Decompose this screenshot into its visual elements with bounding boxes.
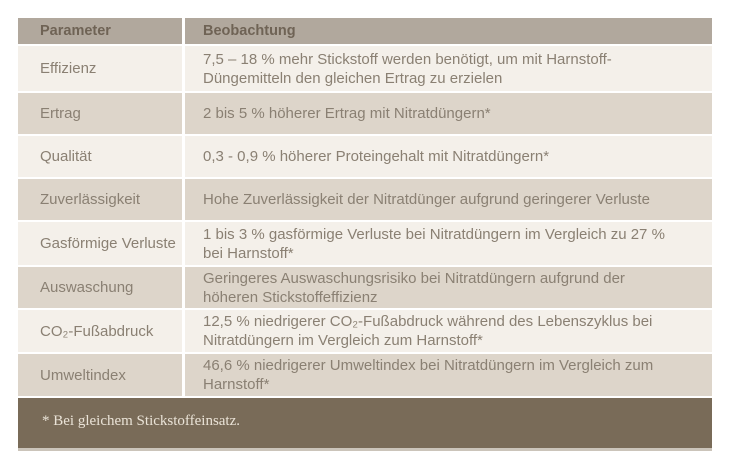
table-row: Umweltindex 46,6 % niedrigerer Umweltind…	[18, 354, 712, 396]
header-parameter-label: Parameter	[40, 23, 111, 39]
footnote-text: * Bei gleichem Stickstoffeinsatz.	[42, 412, 241, 429]
observation-cell: 12,5 % niedrigerer CO₂-Fußabdruck währen…	[185, 310, 712, 352]
table-row: Auswaschung Geringeres Auswaschungsrisik…	[18, 267, 712, 308]
observation-text: Hohe Zuverlässigkeit der Nitratdünger au…	[203, 191, 650, 208]
parameter-cell: Effizienz	[18, 46, 182, 91]
parameter-cell: Ertrag	[18, 93, 182, 134]
parameter-label: Umweltindex	[40, 366, 126, 384]
observation-cell: 1 bis 3 % gasförmige Verluste bei Nitrat…	[185, 222, 712, 265]
parameter-cell: Umweltindex	[18, 354, 182, 396]
parameter-label: Gasförmige Verluste	[40, 235, 176, 252]
observation-cell: 7,5 – 18 % mehr Stickstoff werden benöti…	[185, 46, 712, 91]
parameter-cell: Qualität	[18, 136, 182, 177]
parameter-label: Effizienz	[40, 60, 97, 77]
observation-text: 0,3 - 0,9 % höherer Proteingehalt mit Ni…	[203, 148, 550, 165]
header-cell-parameter: Parameter	[18, 18, 182, 44]
parameter-cell: Gasförmige Verluste	[18, 222, 182, 265]
observation-text: Geringeres Auswaschungsrisiko bei Nitrat…	[203, 269, 625, 306]
header-cell-beobachtung: Beobachtung	[185, 18, 712, 44]
observation-text: 2 bis 5 % höherer Ertrag mit Nitratdünge…	[203, 105, 491, 122]
table-row: Zuverlässigkeit Hohe Zuverlässigkeit der…	[18, 179, 712, 220]
observation-text: 1 bis 3 % gasförmige Verluste bei Nitrat…	[203, 225, 665, 262]
table-row: Ertrag 2 bis 5 % höherer Ertrag mit Nitr…	[18, 93, 712, 134]
observation-text: 46,6 % niedrigerer Umweltindex bei Nitra…	[203, 357, 654, 393]
observation-cell: 46,6 % niedrigerer Umweltindex bei Nitra…	[185, 354, 712, 396]
parameter-cell: CO₂-Fußabdruck	[18, 310, 182, 352]
parameter-cell: Auswaschung	[18, 267, 182, 308]
parameter-label: Zuverlässigkeit	[40, 191, 141, 208]
parameter-label: Auswaschung	[40, 279, 134, 296]
observation-cell: 2 bis 5 % höherer Ertrag mit Nitratdünge…	[185, 93, 712, 134]
header-beobachtung-label: Beobachtung	[203, 23, 296, 39]
observation-cell: Hohe Zuverlässigkeit der Nitratdünger au…	[185, 179, 712, 220]
observation-text: 7,5 – 18 % mehr Stickstoff werden benöti…	[203, 50, 612, 87]
parameter-label: CO₂-Fußabdruck	[40, 322, 154, 340]
table-header-row: Parameter Beobachtung	[18, 18, 712, 44]
parameter-cell: Zuverlässigkeit	[18, 179, 182, 220]
comparison-table: Parameter Beobachtung Effizienz 7,5 – 18…	[18, 18, 712, 451]
table-row: Qualität 0,3 - 0,9 % höherer Proteingeha…	[18, 136, 712, 177]
table-row: Gasförmige Verluste 1 bis 3 % gasförmige…	[18, 222, 712, 265]
table-row: CO₂-Fußabdruck 12,5 % niedrigerer CO₂-Fu…	[18, 310, 712, 352]
parameter-label: Qualität	[40, 148, 92, 165]
observation-text: 12,5 % niedrigerer CO₂-Fußabdruck währen…	[203, 313, 653, 349]
footnote-bar: * Bei gleichem Stickstoffeinsatz.	[18, 398, 712, 448]
parameter-label: Ertrag	[40, 105, 81, 122]
table-row: Effizienz 7,5 – 18 % mehr Stickstoff wer…	[18, 46, 712, 91]
observation-cell: 0,3 - 0,9 % höherer Proteingehalt mit Ni…	[185, 136, 712, 177]
bottom-strip	[18, 448, 712, 451]
observation-cell: Geringeres Auswaschungsrisiko bei Nitrat…	[185, 267, 712, 308]
